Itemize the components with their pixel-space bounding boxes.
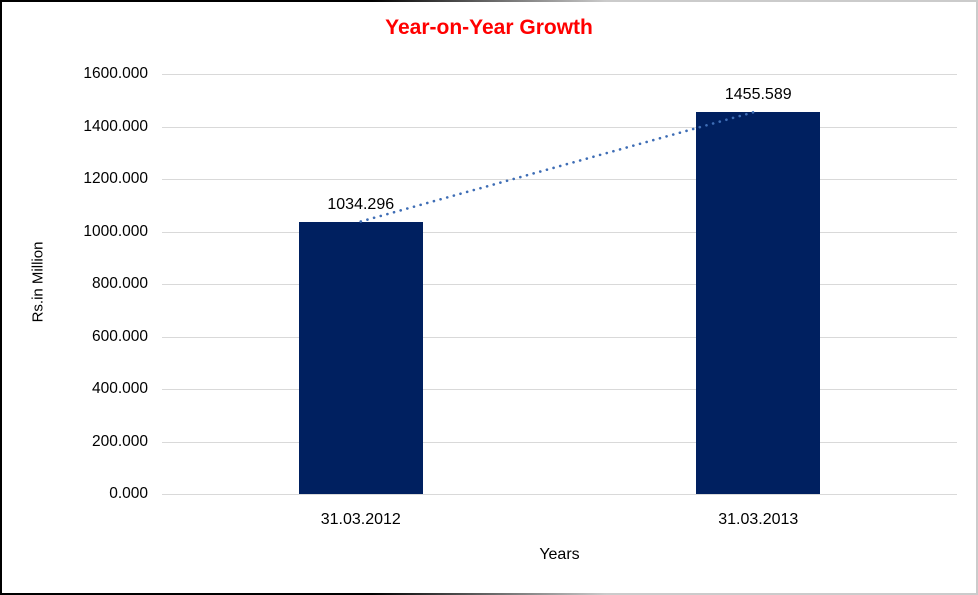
y-tick-label: 400.000: [91, 380, 148, 397]
x-axis-title: Years: [539, 546, 580, 563]
gridline: [162, 494, 957, 495]
y-tick-label: 200.000: [91, 432, 148, 450]
gridline: [162, 231, 957, 233]
y-tick-label: 600.000: [91, 327, 148, 345]
gridline: [162, 441, 957, 443]
y-tick-label: 800.000: [91, 275, 148, 292]
x-category-label: 31.03.2013: [718, 511, 799, 528]
gridline: [162, 389, 957, 390]
x-category-label: 31.03.2012: [320, 511, 401, 528]
gridline: [162, 336, 957, 338]
gridline: [162, 126, 957, 128]
gridline: [162, 74, 957, 75]
chart-title: Year-on-Year Growth: [385, 16, 593, 39]
bar-data-label: 1455.589: [724, 85, 792, 103]
y-tick-label: 1600.000: [83, 65, 148, 82]
bar-data-label: 1034.296: [327, 196, 395, 214]
y-tick-label: 1200.000: [83, 170, 148, 187]
bar: [298, 222, 423, 494]
y-tick-label: 1400.000: [83, 117, 148, 135]
y-tick-label: 0.000: [109, 485, 148, 502]
y-tick-label: 1000.000: [83, 222, 148, 240]
bar: [696, 111, 821, 494]
gridline: [162, 284, 957, 285]
gridline: [162, 179, 957, 180]
